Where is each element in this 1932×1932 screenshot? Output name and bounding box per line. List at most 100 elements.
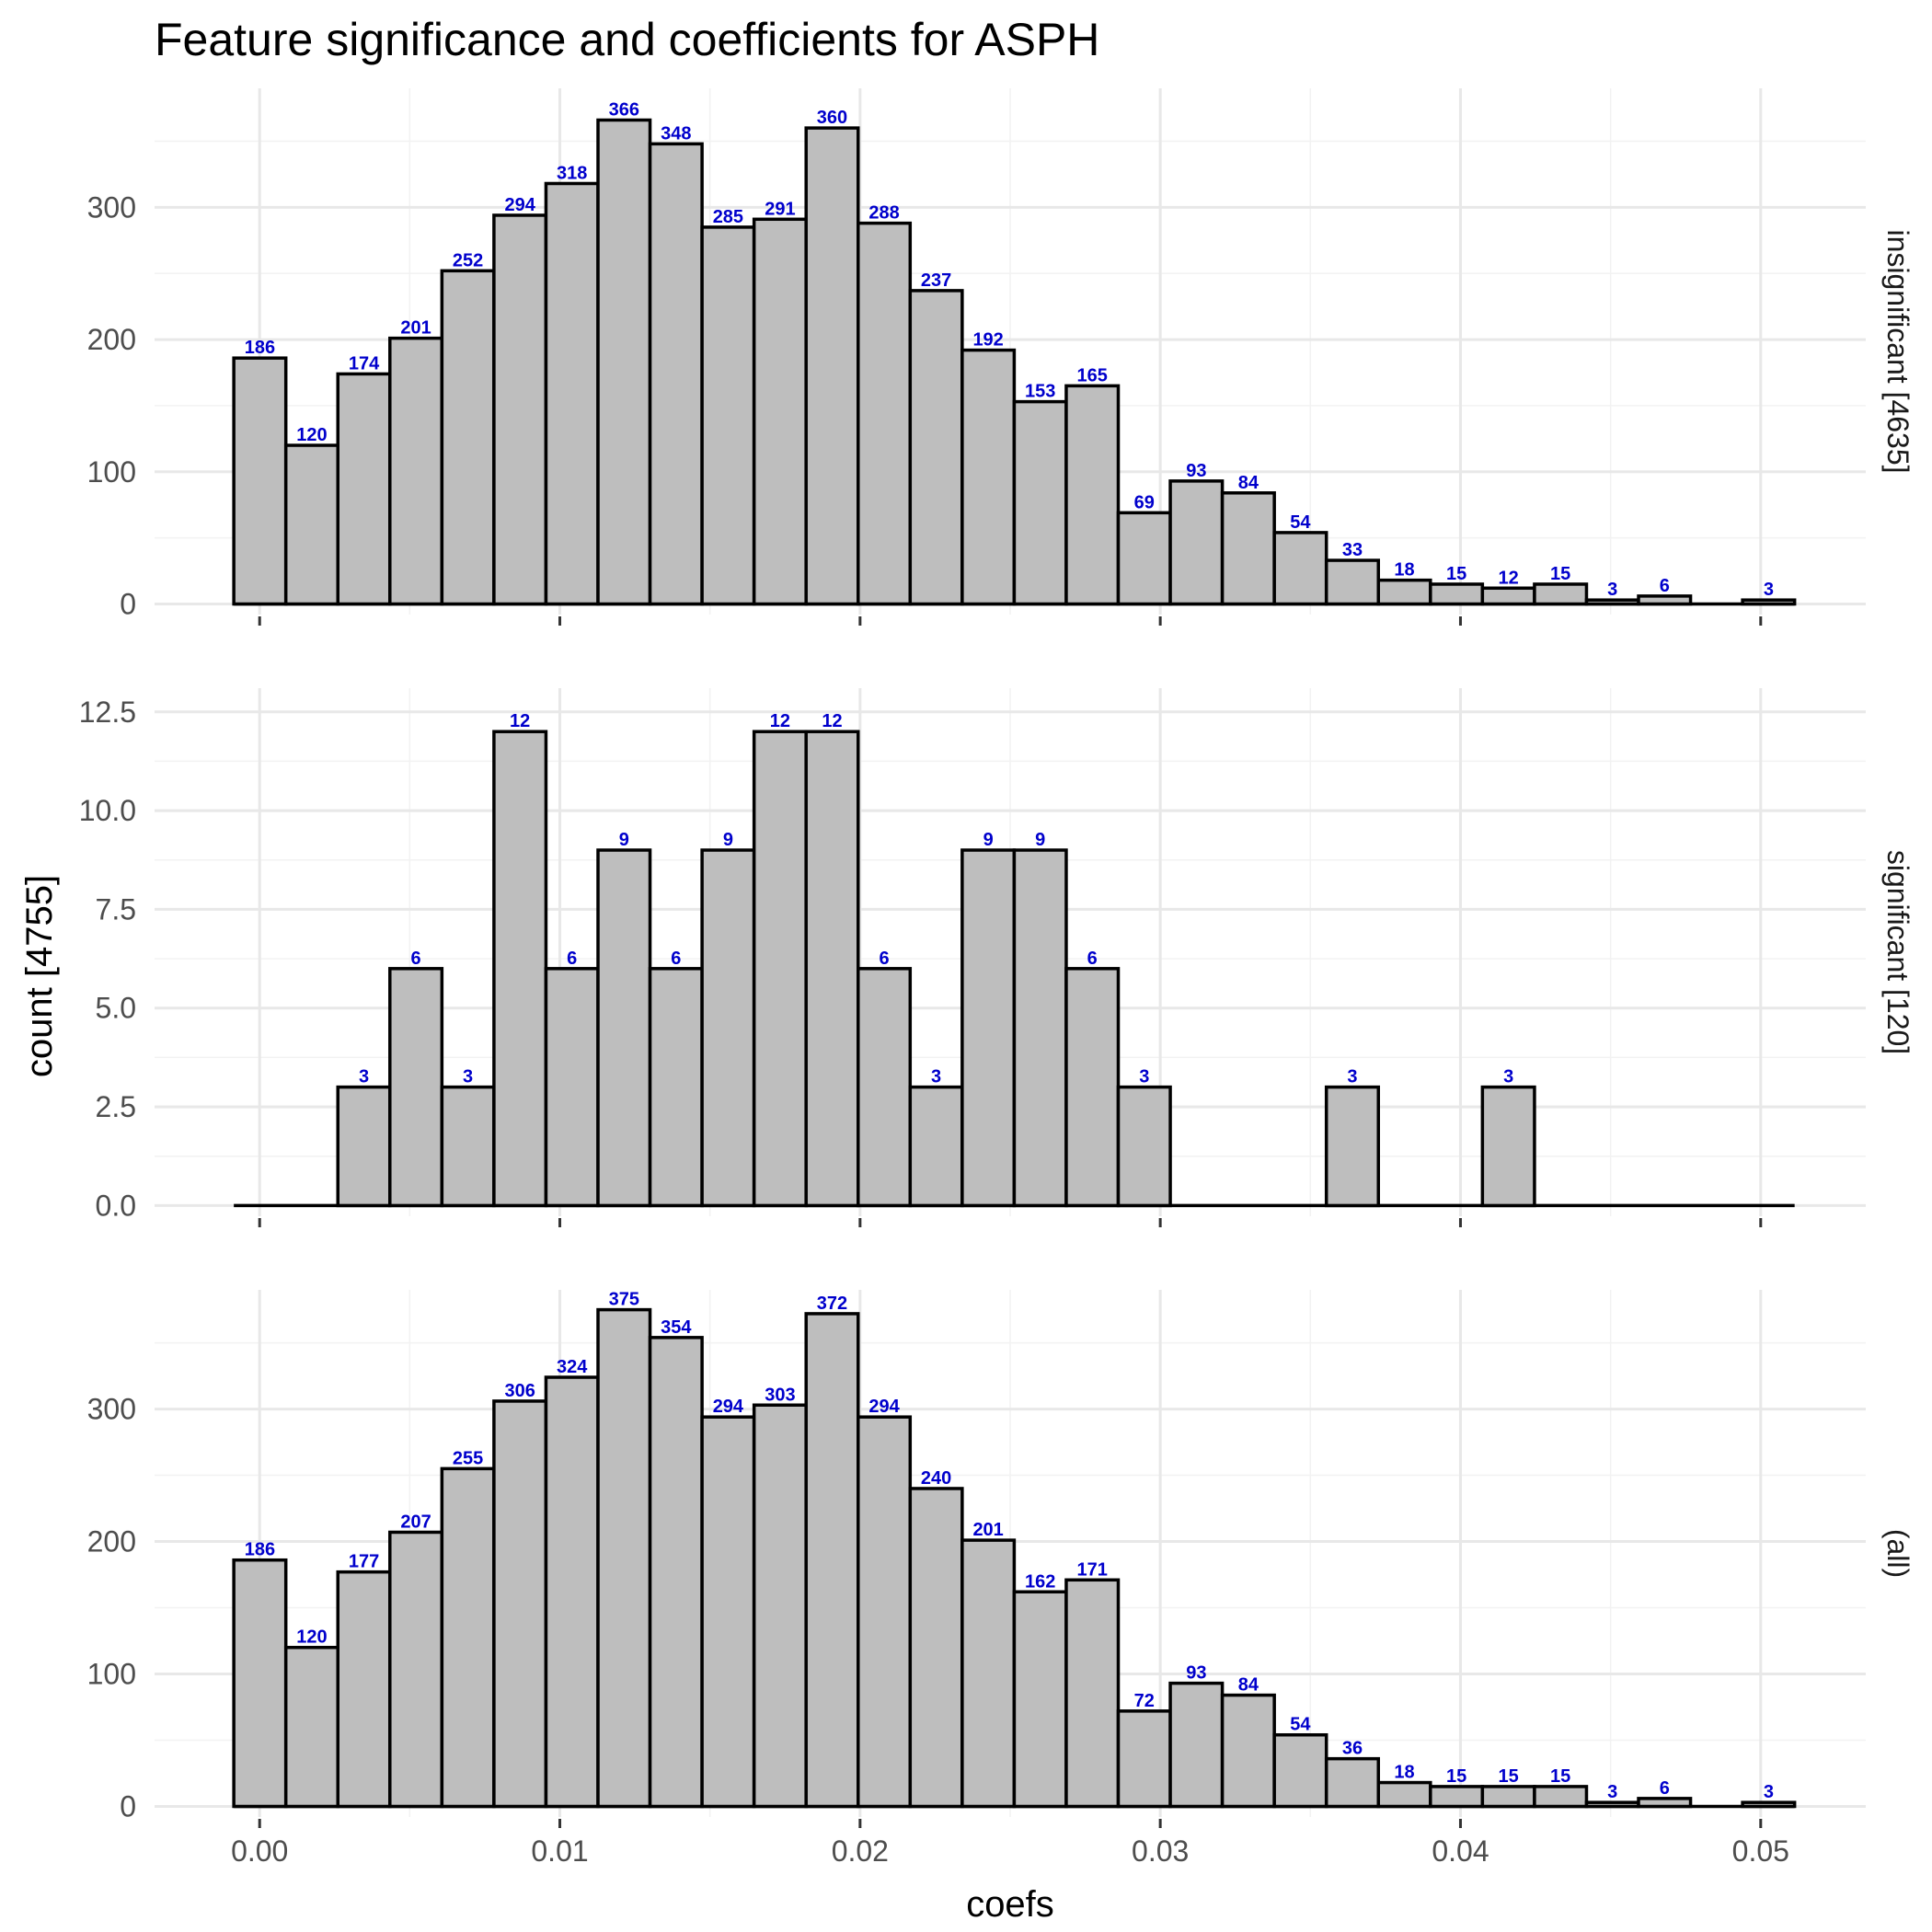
histogram-bar [388, 336, 444, 606]
y-tick-label: 7.5 [96, 892, 136, 926]
bar-count-label: 93 [1186, 461, 1206, 481]
bar-count-label: 9 [983, 830, 994, 850]
bar-count-label: 165 [1077, 365, 1108, 385]
bar-count-label: 15 [1446, 1766, 1466, 1787]
bar-count-label: 33 [1342, 540, 1363, 560]
histogram-bar [804, 126, 860, 606]
bar-count-label: 120 [296, 1627, 327, 1648]
bar-count-label: 6 [1087, 949, 1098, 969]
histogram-bar [804, 1312, 860, 1809]
panels-group: 0100200300186120174201252294318366348285… [79, 88, 1915, 1823]
bar-count-label: 9 [619, 830, 629, 850]
histogram-bar [752, 730, 808, 1208]
x-tick-label: 0.04 [1432, 1834, 1489, 1868]
bar-count-label: 18 [1394, 1763, 1414, 1783]
bar-count-label: 207 [400, 1512, 431, 1532]
bar-count-label: 6 [567, 949, 577, 969]
bar-count-label: 294 [868, 1397, 900, 1417]
y-tick-label: 2.5 [96, 1090, 136, 1123]
histogram-bar [1116, 1709, 1172, 1809]
panel-strip-label: insignificant [4635] [1881, 229, 1915, 473]
bar-count-label: 174 [349, 353, 380, 374]
histogram-bar [1168, 1681, 1225, 1809]
bar-count-label: 6 [671, 949, 681, 969]
histogram-bar [1220, 491, 1276, 606]
histogram-bar [1272, 1732, 1328, 1809]
histogram-bar [648, 142, 704, 606]
bar-count-label: 15 [1446, 564, 1466, 584]
histogram-bar [700, 225, 756, 606]
histogram-bar [388, 1530, 444, 1809]
bar-count-label: 153 [1025, 382, 1055, 402]
histogram-bar [1637, 1797, 1693, 1809]
histogram-bar [440, 1085, 496, 1208]
histogram-bar [596, 848, 652, 1208]
histogram-bar [960, 348, 1017, 606]
histogram-bar [1533, 582, 1589, 606]
bar-count-label: 3 [931, 1067, 941, 1087]
bar-count-label: 6 [411, 949, 421, 969]
y-axis-title: count [4755] [19, 875, 60, 1077]
bar-count-label: 192 [972, 330, 1003, 351]
histogram-bar [1741, 598, 1797, 606]
bar-count-label: 15 [1550, 1766, 1570, 1787]
histogram-bar [1220, 1693, 1276, 1809]
histogram-bar [960, 848, 1017, 1208]
histogram-bar [336, 372, 392, 606]
bar-count-label: 12 [770, 711, 790, 731]
histogram-bar [232, 356, 288, 606]
histogram-bar [492, 213, 548, 606]
histogram-bar [700, 1415, 756, 1809]
histogram-bar [1116, 1085, 1172, 1208]
y-tick-label: 0 [120, 588, 136, 621]
histogram-bar [908, 289, 964, 606]
x-axis-title: coefs [966, 1884, 1054, 1925]
bar-count-label: 3 [1503, 1067, 1513, 1087]
x-axis: 0.00 0.01 0.02 0.03 0.04 0.05 [231, 1819, 1789, 1868]
histogram-bar [596, 118, 652, 606]
y-tick-label: 300 [87, 190, 136, 224]
bar-count-label: 6 [1660, 576, 1670, 596]
bar-count-label: 54 [1290, 1715, 1311, 1735]
bar-count-label: 294 [713, 1397, 744, 1417]
histogram-bar [857, 1415, 913, 1809]
bar-count-label: 294 [504, 195, 535, 215]
histogram-bar [752, 1403, 808, 1809]
histogram-bar [1012, 399, 1068, 606]
x-tick-label: 0.01 [531, 1834, 588, 1868]
bar-count-label: 36 [1342, 1739, 1363, 1759]
histogram-bar [1480, 586, 1536, 606]
histogram-bar [960, 1538, 1017, 1809]
y-tick-label: 300 [87, 1393, 136, 1426]
bar-count-label: 3 [1139, 1067, 1149, 1087]
bar-count-label: 6 [879, 949, 889, 969]
bar-count-label: 3 [1764, 1782, 1774, 1802]
bar-count-label: 360 [817, 108, 847, 128]
bar-count-label: 171 [1077, 1559, 1108, 1580]
bar-count-label: 285 [713, 207, 743, 227]
bar-count-label: 3 [463, 1067, 473, 1087]
bar-count-label: 93 [1186, 1663, 1206, 1684]
histogram-bar [1324, 1085, 1381, 1208]
histogram-bar [648, 967, 704, 1208]
bar-count-label: 255 [453, 1448, 483, 1468]
bar-count-label: 15 [1499, 1766, 1519, 1787]
histogram-bar [283, 1645, 339, 1809]
histogram-bar [388, 967, 444, 1208]
bar-count-label: 186 [245, 338, 275, 358]
panel-strip-label: (all) [1881, 1529, 1915, 1578]
x-tick-label: 0.03 [1132, 1834, 1189, 1868]
chart-title: Feature significance and coefficients fo… [155, 14, 1099, 65]
y-tick-label: 10.0 [79, 794, 136, 827]
histogram-bar [440, 1466, 496, 1809]
y-tick-label: 5.0 [96, 992, 136, 1025]
histogram-bar [1741, 1800, 1797, 1809]
histogram-bar [1584, 1800, 1640, 1809]
histogram-bar [1533, 1785, 1589, 1809]
histogram-bar [1064, 1578, 1121, 1809]
histogram-bar [1272, 531, 1328, 606]
panel-strip-label: significant [120] [1881, 850, 1915, 1054]
panel-2: 0.0 2.5 5.0 7.5 10.0 12.5 3 6 3 12 6 9 6 9 12 12 6 3 9 9 6 3 3… [79, 688, 1915, 1227]
bar-count-label: 12 [822, 711, 842, 731]
